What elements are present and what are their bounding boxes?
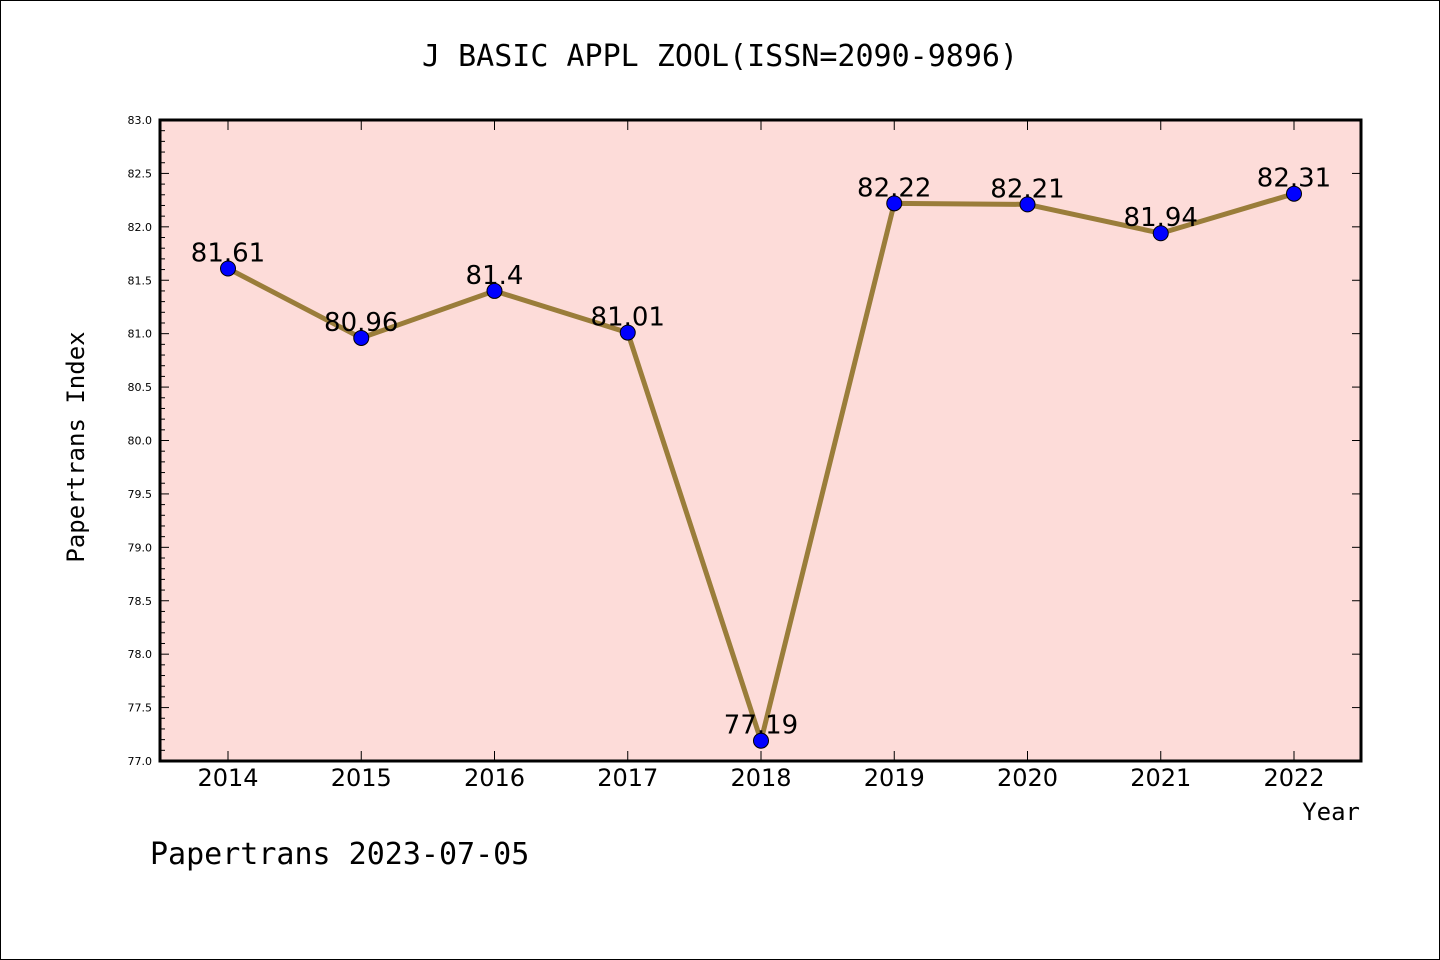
y-tick-label: 82.5 — [128, 167, 153, 180]
data-point — [619, 324, 636, 341]
data-label: 77.19 — [724, 711, 798, 741]
y-tick-label: 80.0 — [128, 435, 153, 448]
y-tick-label: 82.0 — [128, 221, 153, 234]
data-point — [1286, 185, 1302, 202]
x-tick-label: 2015 — [331, 764, 392, 792]
x-tick-label: 2016 — [464, 764, 525, 792]
y-tick-label: 83.0 — [128, 114, 153, 127]
y-tick-label: 81.5 — [128, 274, 153, 287]
marker-group — [220, 185, 1302, 749]
x-tick-label: 2021 — [1130, 764, 1191, 792]
y-tick-label: 77.0 — [128, 755, 153, 768]
y-tick-label: 80.5 — [128, 381, 153, 394]
data-point — [486, 282, 503, 299]
y-axis-label: Papertrans Index — [62, 331, 90, 562]
chart-title: J BASIC APPL ZOOL(ISSN=2090-9896) — [422, 39, 1018, 74]
x-axis-label: Year — [1302, 798, 1360, 826]
footer-text: Papertrans 2023-07-05 — [150, 837, 529, 872]
y-tick-label: 78.5 — [128, 595, 153, 608]
y-tick-label: 79.0 — [128, 541, 153, 554]
data-point — [753, 732, 769, 749]
data-label: 81.94 — [1124, 203, 1198, 233]
x-tick-label: 2022 — [1263, 764, 1324, 792]
x-tick-label: 2019 — [864, 764, 925, 792]
data-point — [886, 195, 903, 212]
data-point — [1152, 225, 1169, 242]
y-tick-label: 78.0 — [128, 648, 153, 661]
data-label: 81.61 — [191, 238, 265, 268]
data-label: 82.31 — [1257, 164, 1331, 194]
data-label: 81.4 — [466, 261, 524, 291]
data-label: 82.22 — [857, 173, 931, 203]
plot-border — [158, 118, 1363, 763]
data-label: 81.01 — [591, 303, 665, 333]
data-label: 80.96 — [324, 308, 398, 338]
x-axis: 2014 2015 2016 2017 2018 2019 2020 2021 2022 — [197, 120, 1325, 792]
data-label-group: 81.61 80.96 81.4 81.01 77.19 82.22 82.21 81.94 8… — [191, 164, 1331, 741]
x-tick-label: 2017 — [597, 764, 658, 792]
x-tick-label: 2020 — [997, 764, 1058, 792]
y-tick-label: 77.5 — [128, 702, 153, 715]
x-tick-label: 2014 — [197, 764, 258, 792]
data-label: 82.21 — [990, 174, 1064, 204]
data-point — [1019, 196, 1036, 213]
y-tick-label: 81.0 — [128, 328, 153, 341]
x-tick-label: 2018 — [730, 764, 791, 792]
data-point — [353, 329, 370, 346]
data-point — [220, 260, 236, 277]
y-tick-label: 79.5 — [128, 488, 153, 501]
